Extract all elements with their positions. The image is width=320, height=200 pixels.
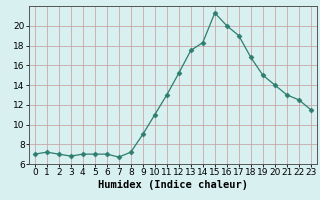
X-axis label: Humidex (Indice chaleur): Humidex (Indice chaleur) xyxy=(98,180,248,190)
